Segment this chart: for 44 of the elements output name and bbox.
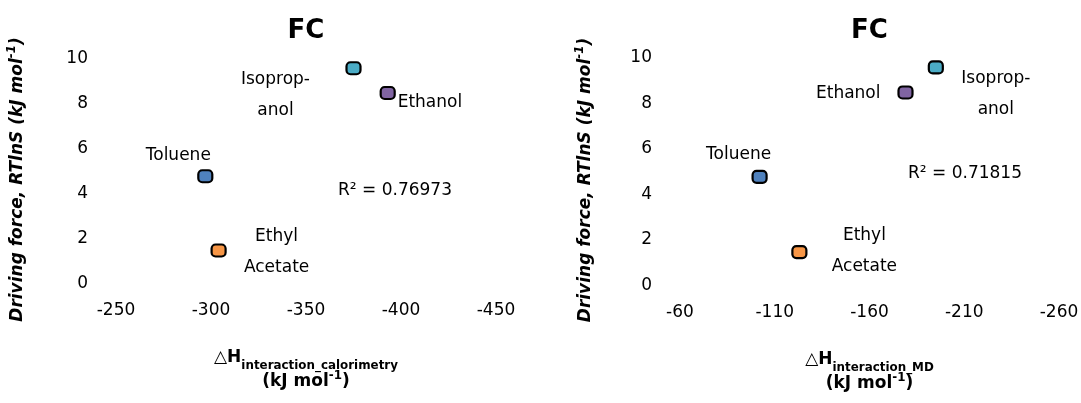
point [345,61,362,76]
x-tick-label: -110 [755,301,795,321]
x-tick-label: -450 [476,299,516,319]
series-label: Toluene [705,142,772,163]
series-label: Ethanol [816,82,881,103]
series-label: Ethyl Acetate [243,225,310,277]
y-tick-label: 8 [641,91,652,112]
y-tick-label: 0 [77,271,88,292]
series-label: Isoprop- anol [961,67,1031,119]
x-tick-label: -250 [96,299,136,319]
x-tick-label: -60 [666,301,694,321]
point [897,85,914,100]
x-axis-title: △H$_{interaction_MD}$ (kJ mol$^{-1}$) [805,348,934,392]
x-tick-label: -260 [1039,301,1079,321]
point [751,169,768,184]
x-tick-label: -350 [286,299,326,319]
point [379,85,396,101]
y-tick-label: 6 [641,137,652,158]
series-label: Ethanol [397,90,463,111]
x-tick-label: -210 [944,301,984,321]
annotation: R² = 0.71815 [908,162,1022,182]
point [210,243,227,258]
point [927,60,944,75]
text: Isoprop- anol [240,68,311,120]
y-tick-label: 4 [641,182,652,203]
x-axis-title: △H$_{interaction_calorimetry}$ (kJ mol$^{-1}$) [214,346,399,390]
y-tick-label: 0 [641,273,652,294]
annotation: R² = 0.76973 [338,179,452,199]
point [791,244,808,260]
y-tick-label: 4 [77,181,88,202]
chart-title: FC [851,14,888,44]
x-tick-label: -300 [191,299,231,319]
x-tick-label: -160 [850,301,889,321]
series-label: Ethyl Acetate [831,224,898,276]
point [197,169,214,184]
y-tick-label: 2 [77,226,88,247]
x-tick-label: -400 [381,299,421,319]
y-tick-label: 10 [630,45,652,66]
y-tick-label: 8 [77,91,88,112]
y-tick-label: 2 [641,228,652,249]
chart-title: FC [287,14,325,44]
y-tick-label: 10 [66,46,88,67]
y-tick-label: 6 [77,136,88,157]
series-label: Toluene [144,144,211,165]
